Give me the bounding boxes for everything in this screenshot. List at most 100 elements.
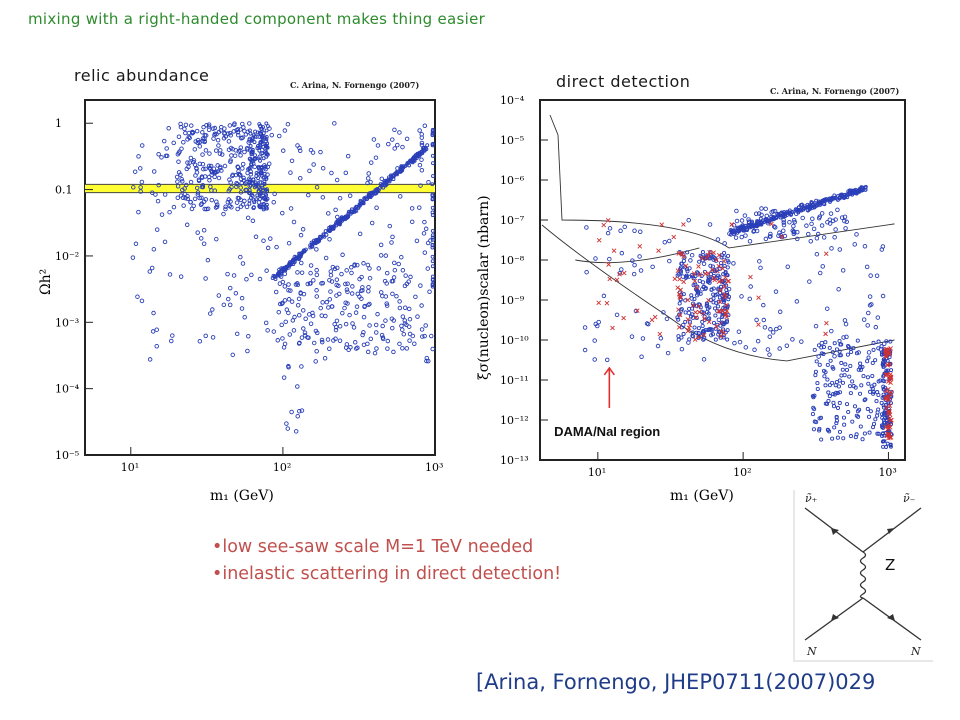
- scatter-point: [688, 314, 694, 319]
- scatter-point: [164, 153, 170, 159]
- scatter-cross: [677, 276, 682, 282]
- scatter-point: [308, 263, 314, 268]
- scatter-cross: [720, 266, 726, 271]
- scatter-point: [824, 306, 830, 311]
- scatter-point: [713, 313, 718, 318]
- scatter-point: [260, 186, 265, 190]
- scatter-point: [865, 323, 870, 328]
- scatter-point: [274, 244, 279, 250]
- scatter-point: [828, 211, 834, 216]
- scatter-point: [845, 352, 850, 357]
- scatter-point: [197, 139, 202, 145]
- scatter-point: [419, 140, 425, 146]
- scatter-point: [390, 278, 396, 284]
- scatter-point: [694, 330, 699, 335]
- scatter-point: [419, 149, 424, 154]
- scatter-point: [879, 344, 884, 349]
- scatter-point: [430, 131, 435, 136]
- scatter-point: [681, 292, 686, 297]
- scatter-cross: [702, 316, 707, 322]
- scatter-point: [264, 134, 269, 139]
- scatter-point: [430, 245, 435, 250]
- scatter-point: [327, 346, 332, 352]
- scatter-point: [335, 265, 340, 271]
- scatter-point: [829, 196, 834, 201]
- scatter-point: [831, 404, 837, 409]
- feyn-arrow: [831, 528, 839, 535]
- scatter-point: [755, 338, 761, 344]
- scatter-point: [314, 272, 320, 278]
- scatter-point: [151, 247, 157, 252]
- scatter-point: [211, 136, 216, 141]
- scatter-point: [706, 276, 712, 281]
- scatter-point: [797, 208, 802, 213]
- scatter-point: [250, 181, 255, 186]
- x-tick-label: 10²: [733, 466, 751, 479]
- scatter-point: [171, 140, 176, 146]
- scatter-point: [242, 149, 247, 155]
- scatter-point: [761, 317, 767, 323]
- scatter-point: [261, 207, 266, 212]
- scatter-point: [844, 402, 850, 407]
- scatter-cross: [886, 379, 891, 384]
- scatter-point: [814, 235, 820, 241]
- x-tick-label: 10¹: [588, 466, 606, 479]
- scatter-point: [167, 272, 173, 277]
- scatter-point: [853, 435, 858, 440]
- scatter-point: [261, 238, 266, 243]
- scatter-point: [367, 191, 372, 196]
- scatter-point: [213, 148, 219, 153]
- scatter-point: [631, 271, 637, 277]
- scatter-point: [228, 158, 233, 163]
- scatter-point: [637, 229, 643, 234]
- scatter-point: [201, 166, 206, 172]
- scatter-cross: [681, 222, 686, 227]
- scatter-point: [279, 301, 285, 306]
- scatter-point: [834, 347, 840, 352]
- scatter-point: [686, 217, 691, 223]
- scatter-point: [814, 251, 820, 257]
- scatter-point: [846, 344, 851, 349]
- scatter-point: [265, 188, 270, 193]
- scatter-point: [257, 180, 263, 185]
- scatter-point: [857, 188, 862, 193]
- scatter-cross: [883, 352, 889, 357]
- scatter-point: [798, 203, 803, 208]
- scatter-point: [868, 409, 873, 414]
- scatter-point: [399, 254, 404, 260]
- scatter-cross: [714, 257, 719, 263]
- scatter-point: [815, 231, 821, 237]
- scatter-point: [622, 224, 627, 230]
- scatter-point: [422, 219, 427, 225]
- scatter-point: [400, 346, 405, 351]
- scatter-point: [365, 262, 371, 268]
- scatter-point: [888, 339, 893, 344]
- scatter-point: [423, 323, 428, 328]
- scatter-point: [737, 225, 742, 231]
- scatter-point: [195, 140, 200, 145]
- scatter-point: [176, 134, 182, 139]
- scatter-cross: [720, 308, 726, 313]
- scatter-point: [375, 311, 380, 317]
- scatter-point: [809, 221, 814, 227]
- scatter-point: [263, 320, 269, 326]
- scatter-point: [819, 223, 825, 228]
- scatter-point: [203, 333, 208, 339]
- scatter-point: [728, 228, 733, 232]
- scatter-cross: [659, 222, 665, 228]
- scatter-point: [401, 331, 407, 337]
- scatter-point: [287, 332, 293, 337]
- scatter-point: [301, 248, 306, 253]
- scatter-point: [365, 341, 370, 347]
- scatter-point: [733, 235, 739, 240]
- scatter-point: [179, 146, 184, 151]
- scatter-point: [205, 206, 211, 212]
- scatter-point: [153, 192, 158, 197]
- scatter-point: [882, 420, 887, 425]
- feyn-arrow: [887, 528, 895, 534]
- y-tick-label: 1: [55, 117, 62, 130]
- scatter-point: [318, 305, 323, 311]
- scatter-point: [185, 160, 190, 165]
- scatter-point: [841, 415, 847, 420]
- scatter-point: [311, 278, 316, 283]
